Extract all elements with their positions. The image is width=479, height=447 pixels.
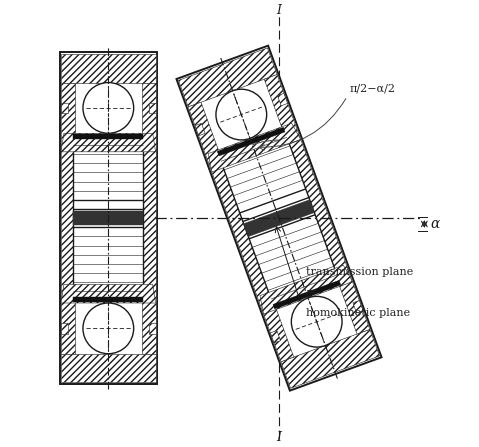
Polygon shape [353,300,363,313]
Polygon shape [281,329,379,388]
Polygon shape [176,46,382,391]
Polygon shape [149,323,156,334]
Polygon shape [260,265,353,314]
Polygon shape [73,136,143,300]
Polygon shape [208,123,301,172]
Polygon shape [217,127,285,156]
Polygon shape [61,83,75,354]
Polygon shape [73,211,143,225]
Text: α: α [430,217,440,231]
Polygon shape [61,133,156,152]
Text: π/2−α/2: π/2−α/2 [350,84,396,94]
Text: transmission plane: transmission plane [306,267,413,277]
Circle shape [83,303,134,354]
Polygon shape [218,129,340,308]
Polygon shape [142,83,156,354]
Text: homokinetic plane: homokinetic plane [306,308,410,318]
Polygon shape [61,284,156,303]
Polygon shape [73,297,143,302]
Polygon shape [61,102,68,113]
Polygon shape [273,280,341,309]
Text: =: = [306,287,315,297]
Polygon shape [73,134,143,139]
Polygon shape [179,48,277,107]
Polygon shape [264,75,370,334]
Polygon shape [195,123,205,136]
Circle shape [83,83,134,133]
Polygon shape [277,93,287,106]
Polygon shape [244,200,314,236]
Polygon shape [61,323,68,334]
Text: I: I [276,431,282,444]
Polygon shape [61,354,156,382]
Polygon shape [188,102,294,362]
Circle shape [291,296,342,347]
Polygon shape [149,102,156,113]
Polygon shape [59,52,157,384]
Circle shape [216,89,267,140]
Text: I: I [276,4,282,17]
Polygon shape [61,54,156,83]
Polygon shape [271,330,281,343]
